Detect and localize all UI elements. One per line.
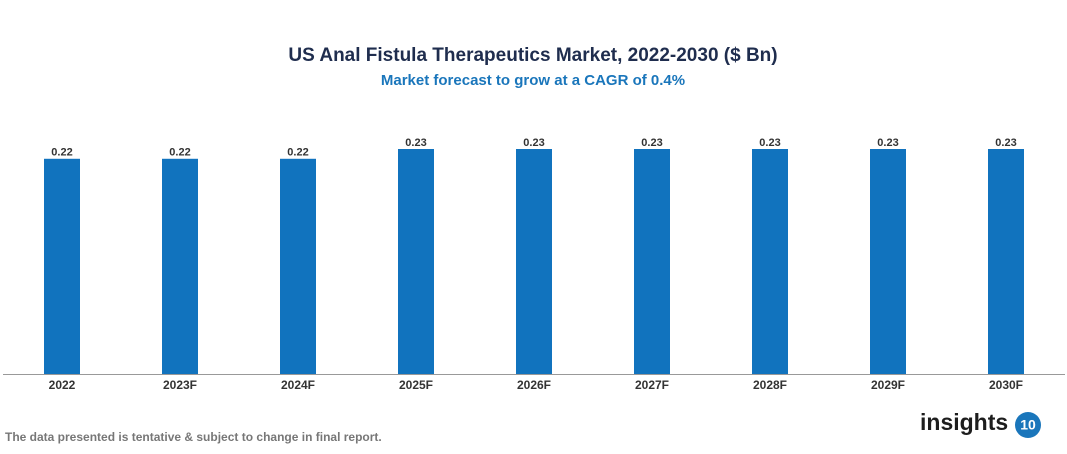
x-tick-label: 2027F bbox=[635, 378, 669, 392]
value-label: 0.23 bbox=[405, 137, 426, 149]
value-label: 0.23 bbox=[759, 137, 780, 149]
value-label: 0.23 bbox=[641, 137, 662, 149]
value-label: 0.22 bbox=[51, 147, 72, 159]
bar bbox=[44, 158, 80, 374]
value-label: 0.22 bbox=[287, 147, 308, 159]
x-tick-label: 2025F bbox=[399, 378, 433, 392]
bar bbox=[398, 149, 434, 374]
bar bbox=[634, 149, 670, 374]
x-tick-label: 2029F bbox=[871, 378, 905, 392]
logo-badge-text: 10 bbox=[1020, 417, 1036, 433]
x-tick-label: 2026F bbox=[517, 378, 551, 392]
value-label: 0.23 bbox=[995, 137, 1016, 149]
x-tick-label: 2028F bbox=[753, 378, 787, 392]
x-tick-label: 2024F bbox=[281, 378, 315, 392]
bar bbox=[516, 149, 552, 374]
value-label: 0.23 bbox=[523, 137, 544, 149]
bar bbox=[280, 158, 316, 374]
logo-text: insights bbox=[920, 409, 1008, 435]
logo-badge bbox=[1015, 412, 1041, 438]
footnote: The data presented is tentative & subjec… bbox=[5, 430, 382, 444]
bar bbox=[988, 149, 1024, 374]
x-tick-label: 2030F bbox=[989, 378, 1023, 392]
chart-title: US Anal Fistula Therapeutics Market, 202… bbox=[288, 45, 777, 66]
bar bbox=[870, 149, 906, 374]
value-label: 0.23 bbox=[877, 137, 898, 149]
x-tick-label: 2023F bbox=[163, 378, 197, 392]
bar bbox=[162, 158, 198, 374]
chart-subtitle: Market forecast to grow at a CAGR of 0.4… bbox=[381, 72, 685, 89]
value-label: 0.22 bbox=[169, 147, 190, 159]
bar bbox=[752, 149, 788, 374]
x-tick-label: 2022 bbox=[49, 378, 76, 392]
